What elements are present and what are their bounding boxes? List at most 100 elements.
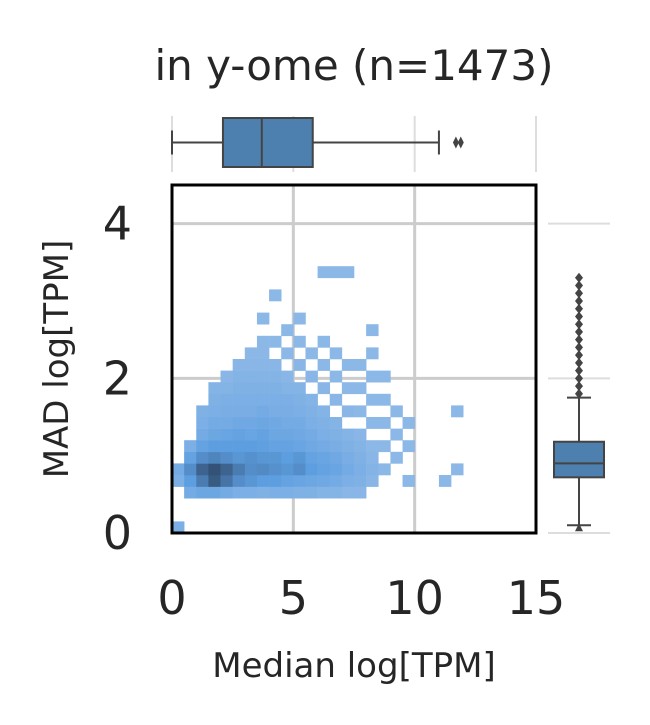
heatmap-bin: [244, 451, 258, 464]
heatmap-bin: [281, 451, 294, 464]
y-boxplot-box: [553, 440, 605, 479]
heatmap-bin: [378, 440, 391, 453]
heatmap-bin: [281, 417, 294, 429]
heatmap-bin: [256, 370, 270, 383]
heatmap-bin: [220, 475, 233, 487]
heatmap-bin: [256, 393, 270, 406]
x-marginal-boxplot: [171, 116, 537, 172]
heatmap-bin: [378, 417, 391, 429]
heatmap-bin: [293, 475, 306, 487]
heatmap-bin: [378, 370, 391, 383]
heatmap-bin: [256, 451, 270, 464]
heatmap-bin: [329, 463, 343, 476]
heatmap-bin: [232, 428, 246, 441]
heatmap-bin: [305, 475, 318, 487]
heatmap-bin: [354, 463, 367, 476]
heatmap-bin: [220, 486, 233, 499]
y-boxplot-outlier: [575, 319, 583, 330]
y-boxplot-outlier: [575, 280, 583, 291]
heatmap-bin: [256, 440, 270, 453]
heatmap-bin: [220, 440, 233, 453]
heatmap-bin: [208, 440, 221, 453]
y-boxplot-outlier: [575, 296, 583, 306]
x-tick-label: 15: [507, 571, 566, 625]
heatmap-bin: [208, 417, 221, 429]
heatmap-bin: [269, 486, 282, 499]
heatmap-bin: [269, 451, 282, 464]
heatmap-bin: [366, 475, 379, 487]
heatmap-bin: [317, 405, 331, 418]
heatmap-bin: [305, 428, 318, 441]
heatmap-bin: [293, 393, 306, 406]
heatmap-bin: [366, 370, 379, 383]
heatmap-bin: [232, 393, 246, 406]
heatmap-bin: [293, 451, 306, 464]
heatmap-bin: [220, 451, 233, 464]
heatmap-bin: [354, 486, 367, 499]
heatmap-bin: [208, 451, 221, 464]
heatmap-bin: [256, 359, 270, 371]
heatmap-bin: [305, 463, 318, 476]
heatmap-bin: [220, 417, 233, 429]
heatmap-bin: [232, 451, 246, 464]
heatmap-bin: [341, 359, 355, 371]
y-boxplot-outlier: [575, 288, 583, 299]
heatmap-bin: [354, 475, 367, 487]
heatmap-bin: [244, 440, 258, 453]
heatmap-bin: [184, 440, 197, 453]
heatmap-bin: [244, 417, 258, 429]
heatmap-bin: [244, 486, 258, 499]
heatmap-bin: [366, 440, 379, 453]
y-tick-labels: 0 2 4: [103, 197, 132, 560]
heatmap-bin: [232, 370, 246, 383]
heatmap-bin: [293, 486, 306, 499]
heatmap-bin: [232, 382, 246, 395]
heatmap-bin: [366, 463, 379, 476]
heatmap-bin: [366, 347, 379, 360]
heatmap-bin: [172, 521, 185, 534]
x-tick-label: 0: [157, 571, 186, 625]
heatmap-bin: [402, 475, 415, 487]
y-boxplot-outlier: [575, 365, 583, 376]
heatmap-bin: [208, 463, 221, 476]
heatmap-bin: [269, 370, 282, 383]
heatmap-bin: [317, 417, 331, 429]
heatmap-bin: [172, 475, 185, 487]
heatmap-bin: [256, 486, 270, 499]
heatmap-bin: [269, 382, 282, 395]
heatmap-bin: [196, 428, 209, 441]
heatmap-bins: [172, 266, 464, 534]
heatmap-bin: [269, 335, 282, 348]
heatmap-bin: [184, 475, 197, 487]
x-axis-label: Median log[TPM]: [212, 646, 495, 686]
heatmap-bin: [341, 475, 355, 487]
heatmap-bin: [256, 475, 270, 487]
heatmap-bin: [220, 393, 233, 406]
heatmap-bin: [293, 463, 306, 476]
heatmap-bin: [269, 417, 282, 429]
heatmap-bin: [281, 486, 294, 499]
heatmap-bin: [366, 324, 379, 337]
x-tick-label: 5: [279, 571, 308, 625]
heatmap-bin: [196, 451, 209, 464]
heatmap-bin: [317, 486, 331, 499]
heatmap-bin: [378, 393, 391, 406]
heatmap-bin: [293, 405, 306, 418]
heatmap-bin: [329, 451, 343, 464]
heatmap-bin: [196, 463, 209, 476]
heatmap-bin: [208, 382, 221, 395]
heatmap-bin: [341, 451, 355, 464]
heatmap-bin: [390, 428, 403, 441]
x-boxplot-outlier: [452, 136, 459, 149]
heatmap-bin: [269, 428, 282, 441]
heatmap-bin: [281, 370, 294, 383]
heatmap-bin: [208, 486, 221, 499]
heatmap-bin: [317, 428, 331, 441]
heatmap-bin: [329, 393, 343, 406]
heatmap-bin: [354, 440, 367, 453]
heatmap-bin: [354, 359, 367, 371]
heatmap-bin: [293, 428, 306, 441]
heatmap-bin: [256, 382, 270, 395]
heatmap-bin: [269, 405, 282, 418]
